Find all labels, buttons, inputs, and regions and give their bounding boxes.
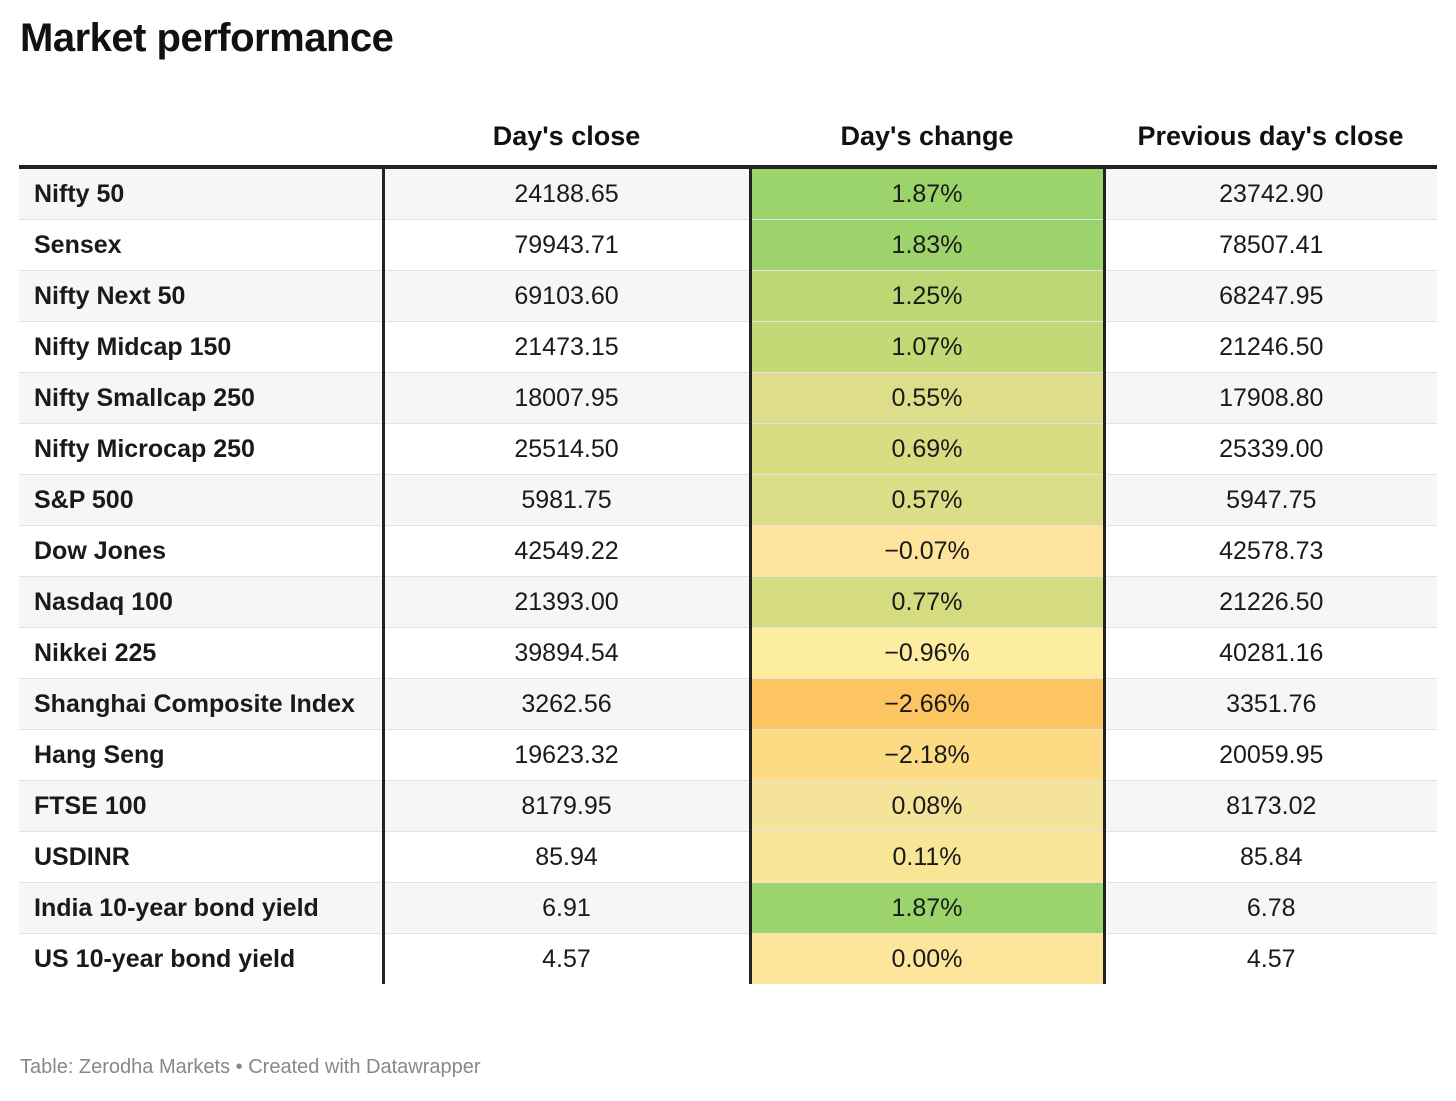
days-close-cell: 79943.71	[383, 219, 752, 271]
previous-close-cell: 78507.41	[1104, 219, 1437, 271]
days-close-cell: 21473.15	[383, 321, 752, 373]
days-close-cell: 4.57	[383, 933, 752, 984]
table-row: India 10-year bond yield 6.91 1.87% 6.78	[19, 882, 1437, 934]
table-row: Nifty 50 24188.65 1.87% 23742.90	[19, 167, 1437, 220]
days-close-cell: 39894.54	[383, 627, 752, 679]
table-row: Nifty Smallcap 250 18007.95 0.55% 17908.80	[19, 372, 1437, 424]
row-name: India 10-year bond yield	[19, 882, 385, 934]
row-name: Nikkei 225	[19, 627, 385, 679]
row-name: Nifty Microcap 250	[19, 423, 385, 475]
table-row: Nifty Midcap 150 21473.15 1.07% 21246.50	[19, 321, 1437, 373]
market-performance-table: Day's close Day's change Previous day's …	[19, 107, 1437, 984]
header-days-close: Day's close	[383, 107, 750, 169]
days-change-cell: 0.08%	[750, 780, 1106, 832]
days-change-cell: −2.18%	[750, 729, 1106, 781]
table-row: Nikkei 225 39894.54 −0.96% 40281.16	[19, 627, 1437, 679]
days-close-cell: 18007.95	[383, 372, 752, 424]
days-change-cell: −0.07%	[750, 525, 1106, 577]
table-row: Sensex 79943.71 1.83% 78507.41	[19, 219, 1437, 271]
row-name: Nifty Smallcap 250	[19, 372, 385, 424]
previous-close-cell: 5947.75	[1104, 474, 1437, 526]
header-row: Day's close Day's change Previous day's …	[19, 107, 1437, 169]
previous-close-cell: 17908.80	[1104, 372, 1437, 424]
table-row: US 10-year bond yield 4.57 0.00% 4.57	[19, 933, 1437, 984]
table-title: Market performance	[20, 16, 394, 60]
header-name	[19, 107, 383, 169]
days-close-cell: 6.91	[383, 882, 752, 934]
days-change-cell: 0.11%	[750, 831, 1106, 883]
previous-close-cell: 40281.16	[1104, 627, 1437, 679]
row-name: Nifty 50	[19, 167, 385, 220]
days-change-cell: 0.55%	[750, 372, 1106, 424]
days-change-cell: 1.83%	[750, 219, 1106, 271]
previous-close-cell: 6.78	[1104, 882, 1437, 934]
table-row: Dow Jones 42549.22 −0.07% 42578.73	[19, 525, 1437, 577]
days-close-cell: 8179.95	[383, 780, 752, 832]
row-name: Nasdaq 100	[19, 576, 385, 628]
table-row: Nifty Next 50 69103.60 1.25% 68247.95	[19, 270, 1437, 322]
row-name: Hang Seng	[19, 729, 385, 781]
previous-close-cell: 8173.02	[1104, 780, 1437, 832]
source-footer: Table: Zerodha Markets • Created with Da…	[20, 1056, 481, 1078]
days-change-cell: 1.87%	[750, 882, 1106, 934]
days-close-cell: 25514.50	[383, 423, 752, 475]
days-change-cell: 1.25%	[750, 270, 1106, 322]
previous-close-cell: 42578.73	[1104, 525, 1437, 577]
days-close-cell: 5981.75	[383, 474, 752, 526]
previous-close-cell: 21246.50	[1104, 321, 1437, 373]
row-name: FTSE 100	[19, 780, 385, 832]
days-change-cell: 1.87%	[750, 167, 1106, 220]
row-name: Dow Jones	[19, 525, 385, 577]
row-name: Shanghai Composite Index	[19, 678, 385, 730]
table-row: Nifty Microcap 250 25514.50 0.69% 25339.00	[19, 423, 1437, 475]
table-row: Hang Seng 19623.32 −2.18% 20059.95	[19, 729, 1437, 781]
previous-close-cell: 20059.95	[1104, 729, 1437, 781]
days-change-cell: 0.00%	[750, 933, 1106, 984]
days-change-cell: 0.57%	[750, 474, 1106, 526]
previous-close-cell: 4.57	[1104, 933, 1437, 984]
row-name: S&P 500	[19, 474, 385, 526]
days-close-cell: 21393.00	[383, 576, 752, 628]
header-days-change: Day's change	[750, 107, 1104, 169]
days-close-cell: 85.94	[383, 831, 752, 883]
days-change-cell: −2.66%	[750, 678, 1106, 730]
days-close-cell: 3262.56	[383, 678, 752, 730]
previous-close-cell: 23742.90	[1104, 167, 1437, 220]
previous-close-cell: 21226.50	[1104, 576, 1437, 628]
previous-close-cell: 85.84	[1104, 831, 1437, 883]
days-close-cell: 42549.22	[383, 525, 752, 577]
previous-close-cell: 68247.95	[1104, 270, 1437, 322]
previous-close-cell: 3351.76	[1104, 678, 1437, 730]
days-close-cell: 69103.60	[383, 270, 752, 322]
row-name: Nifty Next 50	[19, 270, 385, 322]
table-row: USDINR 85.94 0.11% 85.84	[19, 831, 1437, 883]
table-row: FTSE 100 8179.95 0.08% 8173.02	[19, 780, 1437, 832]
table-row: Nasdaq 100 21393.00 0.77% 21226.50	[19, 576, 1437, 628]
days-change-cell: −0.96%	[750, 627, 1106, 679]
table-row: Shanghai Composite Index 3262.56 −2.66% 335…	[19, 678, 1437, 730]
row-name: US 10-year bond yield	[19, 933, 385, 984]
header-previous-close: Previous day's close	[1104, 107, 1437, 169]
table-row: S&P 500 5981.75 0.57% 5947.75	[19, 474, 1437, 526]
days-change-cell: 0.77%	[750, 576, 1106, 628]
days-close-cell: 19623.32	[383, 729, 752, 781]
row-name: Nifty Midcap 150	[19, 321, 385, 373]
previous-close-cell: 25339.00	[1104, 423, 1437, 475]
row-name: Sensex	[19, 219, 385, 271]
row-name: USDINR	[19, 831, 385, 883]
days-change-cell: 1.07%	[750, 321, 1106, 373]
days-change-cell: 0.69%	[750, 423, 1106, 475]
days-close-cell: 24188.65	[383, 167, 752, 220]
